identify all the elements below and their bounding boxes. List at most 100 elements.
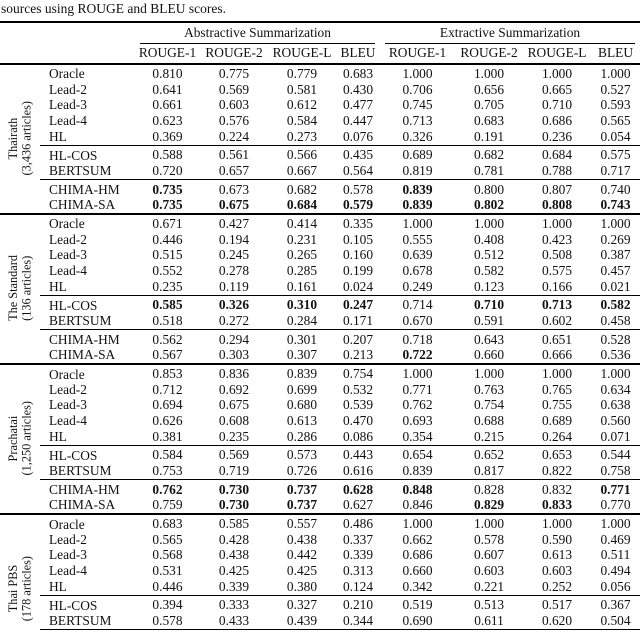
method-name: Lead-2 (49, 531, 87, 547)
score-value: 0.779 (268, 63, 336, 83)
score-value: 0.191 (473, 128, 505, 144)
method-name: Oracle (40, 213, 135, 233)
score-value: 0.735 (152, 197, 183, 213)
score-value: 0.518 (152, 312, 183, 328)
score-value: 0.585 (135, 629, 200, 634)
score-value: 0.086 (342, 428, 374, 444)
score-value: 0.565 (152, 531, 183, 547)
score-value: 0.839 (402, 197, 433, 213)
corner-cell (0, 43, 40, 66)
score-value: 0.661 (152, 97, 183, 113)
score-value: 0.380 (286, 578, 318, 594)
score-value: 0.684 (523, 144, 592, 164)
group-header-abstractive-label: Abstractive Summarization (140, 25, 376, 44)
score-value: 0.620 (541, 612, 573, 628)
score-value: 0.213 (342, 347, 374, 363)
table-row: CHIMA-HM 0.562 0.294 0.301 0.207 0.718 0.643 0.… (0, 328, 640, 348)
score-value: 0.692 (218, 381, 250, 397)
method-name: HL (49, 428, 67, 444)
score-value: 0.557 (268, 513, 336, 533)
score-value: 0.720 (152, 162, 183, 178)
score-value: 0.425 (218, 563, 250, 579)
score-value: 0.171 (342, 312, 374, 328)
score-value: 0.442 (286, 547, 318, 563)
group-header-extractive: Extractive Summarization (380, 22, 640, 44)
score-value: 0.822 (541, 462, 573, 478)
score-value: 1.000 (380, 513, 456, 533)
score-value: 0.569 (218, 81, 250, 97)
dataset-label-text: Thairath (3,436 articles) (5, 101, 34, 176)
table-row: Lead-3 0.568 0.438 0.442 0.339 0.686 0.607 0.61… (0, 548, 640, 564)
score-value: 0.532 (342, 381, 374, 397)
score-value: 0.408 (473, 231, 505, 247)
score-value: 1.000 (380, 363, 456, 383)
score-value: 0.285 (286, 263, 318, 278)
table-row: Lead-4 0.623 0.576 0.584 0.447 0.713 0.683 0.68… (0, 113, 640, 129)
score-value: 0.428 (218, 531, 250, 547)
method-name: HL-COS (40, 594, 135, 614)
table-row: Prachatai (1,250 articles) Oracle 0.853 0.8… (0, 363, 640, 515)
score-value: 0.245 (218, 247, 250, 263)
results-table: Abstractive Summarization Extractive Sum… (0, 21, 640, 634)
score-value: 0.569 (200, 444, 268, 464)
score-value: 0.199 (342, 263, 374, 278)
score-value: 0.839 (268, 363, 336, 383)
score-value: 0.608 (218, 413, 250, 429)
score-value: 0.054 (600, 128, 631, 144)
table-row: HL 0.446 0.339 0.380 0.124 0.342 0.221 0.252 0.0… (0, 579, 640, 595)
score-value: 0.730 (200, 478, 268, 498)
score-value: 0.537 (591, 629, 640, 634)
score-value: 0.119 (219, 278, 249, 294)
table-row: BERTSUM 0.753 0.719 0.726 0.616 0.839 0.817 0.8… (0, 463, 640, 479)
table-row: Thai PBS (178 articles) Oracle 0.683 0.585 0… (0, 513, 640, 634)
dataset-label-text: Thai PBS (178 articles) (5, 555, 34, 622)
score-value: 0.265 (286, 247, 318, 263)
score-value: 0.603 (541, 563, 573, 579)
score-value: 0.578 (473, 531, 505, 547)
score-value: 0.616 (342, 462, 374, 478)
score-value: 1.000 (591, 213, 640, 233)
table-row: BERTSUM 0.720 0.657 0.667 0.564 0.819 0.781 0.7… (0, 163, 640, 179)
score-value: 0.567 (152, 347, 183, 363)
method-name: HL (49, 278, 67, 294)
method-name: Lead-4 (49, 263, 87, 278)
method-name: BERTSUM (49, 162, 112, 178)
corner-cell (40, 22, 135, 44)
column-header-row: ROUGE-1 ROUGE-2 ROUGE-L BLEU ROUGE-1 ROU… (0, 43, 640, 66)
table-row: HL-COS 0.588 0.561 0.566 0.435 0.689 0.682 0.68… (0, 144, 640, 164)
score-value: 0.762 (135, 478, 200, 498)
score-value: 0.194 (218, 231, 250, 247)
score-value: 0.788 (541, 162, 573, 178)
method-name: Lead-4 (49, 563, 87, 579)
score-value: 0.833 (541, 497, 573, 513)
method-name: CHIMA-HM (40, 328, 135, 348)
score-value: 0.626 (152, 413, 183, 429)
table-row: CHIMA-SA 0.735 0.675 0.684 0.579 0.839 0.802 0.… (0, 197, 640, 215)
score-value: 0.641 (152, 81, 183, 97)
score-value: 0.810 (135, 63, 200, 83)
score-value: 0.694 (152, 397, 183, 413)
score-value: 0.737 (286, 497, 318, 513)
score-value: 0.531 (152, 563, 183, 579)
score-value: 0.427 (200, 213, 268, 233)
score-value: 0.706 (402, 81, 433, 97)
score-value: 0.660 (402, 563, 433, 579)
score-value: 0.666 (541, 347, 573, 363)
score-value: 0.357 (336, 629, 381, 634)
table-row: HL 0.369 0.224 0.273 0.076 0.326 0.191 0.236 0.0… (0, 129, 640, 145)
method-name: HL (49, 578, 67, 594)
score-value: 0.726 (286, 462, 318, 478)
score-value: 0.576 (218, 112, 250, 128)
score-value: 0.447 (342, 112, 374, 128)
score-value: 0.446 (152, 578, 183, 594)
score-value: 0.519 (380, 594, 456, 614)
score-value: 0.638 (600, 397, 631, 413)
column-header-rougeL-ext: ROUGE-L (523, 43, 592, 66)
score-value: 0.249 (402, 278, 433, 294)
dataset-label-text: Prachatai (1,250 articles) (5, 401, 34, 476)
table-row: CHIMA-SA 0.567 0.303 0.307 0.213 0.722 0.660 0.… (0, 348, 640, 365)
score-value: 0.307 (286, 347, 318, 363)
score-value: 0.387 (600, 247, 631, 263)
score-value: 0.224 (218, 128, 250, 144)
score-value: 0.613 (541, 547, 573, 563)
